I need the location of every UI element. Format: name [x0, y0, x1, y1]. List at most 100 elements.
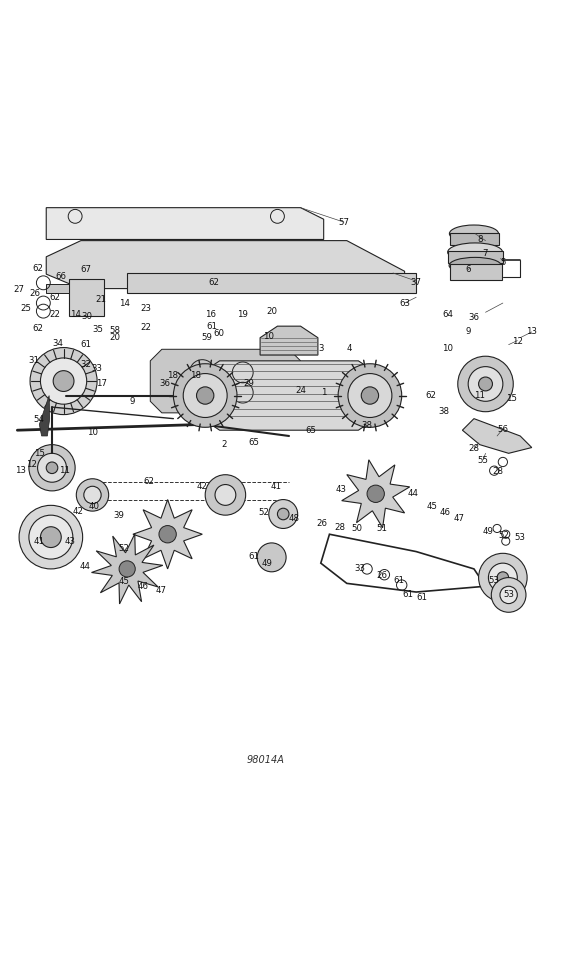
- Circle shape: [30, 347, 97, 415]
- Text: 31: 31: [28, 356, 39, 365]
- Text: 33: 33: [91, 364, 103, 374]
- Circle shape: [159, 525, 176, 543]
- Ellipse shape: [449, 258, 501, 273]
- Text: 62: 62: [49, 293, 61, 302]
- Text: 20: 20: [266, 307, 277, 316]
- Text: 44: 44: [407, 489, 419, 499]
- Polygon shape: [69, 279, 104, 316]
- Text: 28: 28: [492, 468, 504, 476]
- Text: 45: 45: [427, 502, 438, 511]
- Bar: [448, 251, 503, 263]
- Polygon shape: [260, 326, 318, 355]
- Text: 24: 24: [295, 386, 306, 395]
- Text: 42: 42: [72, 507, 84, 515]
- Circle shape: [488, 563, 517, 592]
- Text: 42: 42: [197, 482, 208, 491]
- Circle shape: [53, 371, 74, 391]
- Text: 52: 52: [498, 531, 510, 540]
- Circle shape: [479, 377, 492, 391]
- Text: 12: 12: [26, 461, 38, 469]
- Text: 32: 32: [80, 360, 91, 369]
- Circle shape: [497, 572, 509, 584]
- Text: 11: 11: [59, 467, 71, 475]
- Text: 7: 7: [483, 250, 488, 259]
- Text: 33: 33: [354, 564, 365, 574]
- Text: 16: 16: [205, 310, 217, 319]
- Polygon shape: [127, 273, 416, 293]
- Polygon shape: [39, 395, 50, 436]
- Text: 59: 59: [202, 333, 212, 343]
- Bar: [450, 232, 499, 245]
- Polygon shape: [91, 534, 163, 604]
- Text: 55: 55: [477, 456, 489, 465]
- Polygon shape: [150, 349, 301, 413]
- Text: 28: 28: [468, 444, 480, 453]
- Circle shape: [29, 445, 75, 491]
- Text: 40: 40: [88, 502, 99, 511]
- Text: 14: 14: [118, 299, 130, 307]
- Text: 22: 22: [140, 323, 151, 332]
- Circle shape: [119, 561, 135, 577]
- Text: 61: 61: [402, 590, 414, 599]
- Circle shape: [367, 485, 384, 503]
- Text: 47: 47: [454, 513, 465, 522]
- Text: 46: 46: [439, 508, 451, 516]
- Circle shape: [277, 508, 289, 520]
- Text: 36: 36: [468, 313, 480, 322]
- Circle shape: [46, 462, 58, 473]
- Text: 5: 5: [500, 258, 506, 267]
- Circle shape: [257, 543, 286, 572]
- Text: 14: 14: [69, 310, 81, 319]
- Circle shape: [38, 453, 66, 482]
- Text: 52: 52: [258, 508, 269, 516]
- Text: 61: 61: [80, 341, 91, 349]
- Text: 18: 18: [166, 371, 178, 380]
- Circle shape: [173, 364, 237, 427]
- Text: 66: 66: [55, 272, 66, 281]
- Circle shape: [19, 506, 83, 569]
- Text: 53: 53: [488, 576, 500, 585]
- Text: 49: 49: [483, 527, 494, 536]
- Circle shape: [215, 484, 236, 506]
- Text: 41: 41: [34, 537, 45, 546]
- Text: 20: 20: [109, 333, 120, 343]
- Text: 67: 67: [80, 265, 91, 274]
- Text: 37: 37: [410, 278, 422, 287]
- Text: 10: 10: [442, 344, 454, 352]
- Text: 98014A: 98014A: [247, 755, 285, 765]
- Text: 10: 10: [263, 332, 275, 341]
- Polygon shape: [462, 419, 532, 453]
- Text: 17: 17: [95, 380, 107, 388]
- Text: 56: 56: [497, 425, 509, 433]
- Circle shape: [479, 553, 527, 602]
- Text: 53: 53: [514, 533, 526, 542]
- Text: 58: 58: [109, 326, 120, 336]
- Text: 13: 13: [14, 467, 26, 475]
- Text: 26: 26: [29, 289, 40, 299]
- Text: 50: 50: [351, 524, 363, 533]
- Text: 48: 48: [288, 513, 299, 522]
- Text: 9: 9: [465, 327, 471, 337]
- Text: 26: 26: [376, 571, 387, 581]
- Text: 52: 52: [118, 544, 130, 552]
- Text: 49: 49: [262, 558, 272, 568]
- Circle shape: [205, 474, 246, 515]
- Circle shape: [338, 364, 402, 427]
- Text: 22: 22: [49, 310, 61, 319]
- Text: 41: 41: [271, 482, 282, 491]
- Text: 15: 15: [34, 449, 45, 458]
- Polygon shape: [133, 500, 202, 569]
- Text: 11: 11: [474, 391, 486, 400]
- Text: 13: 13: [526, 327, 538, 337]
- Ellipse shape: [449, 225, 498, 242]
- Circle shape: [269, 500, 298, 528]
- Bar: [450, 264, 502, 280]
- Text: 25: 25: [20, 305, 32, 313]
- Text: 26: 26: [316, 519, 328, 528]
- Text: 53: 53: [503, 590, 514, 599]
- Text: 61: 61: [206, 322, 217, 331]
- Text: 38: 38: [438, 407, 450, 416]
- Circle shape: [40, 527, 61, 548]
- Text: 51: 51: [376, 524, 387, 533]
- Text: 64: 64: [442, 310, 454, 319]
